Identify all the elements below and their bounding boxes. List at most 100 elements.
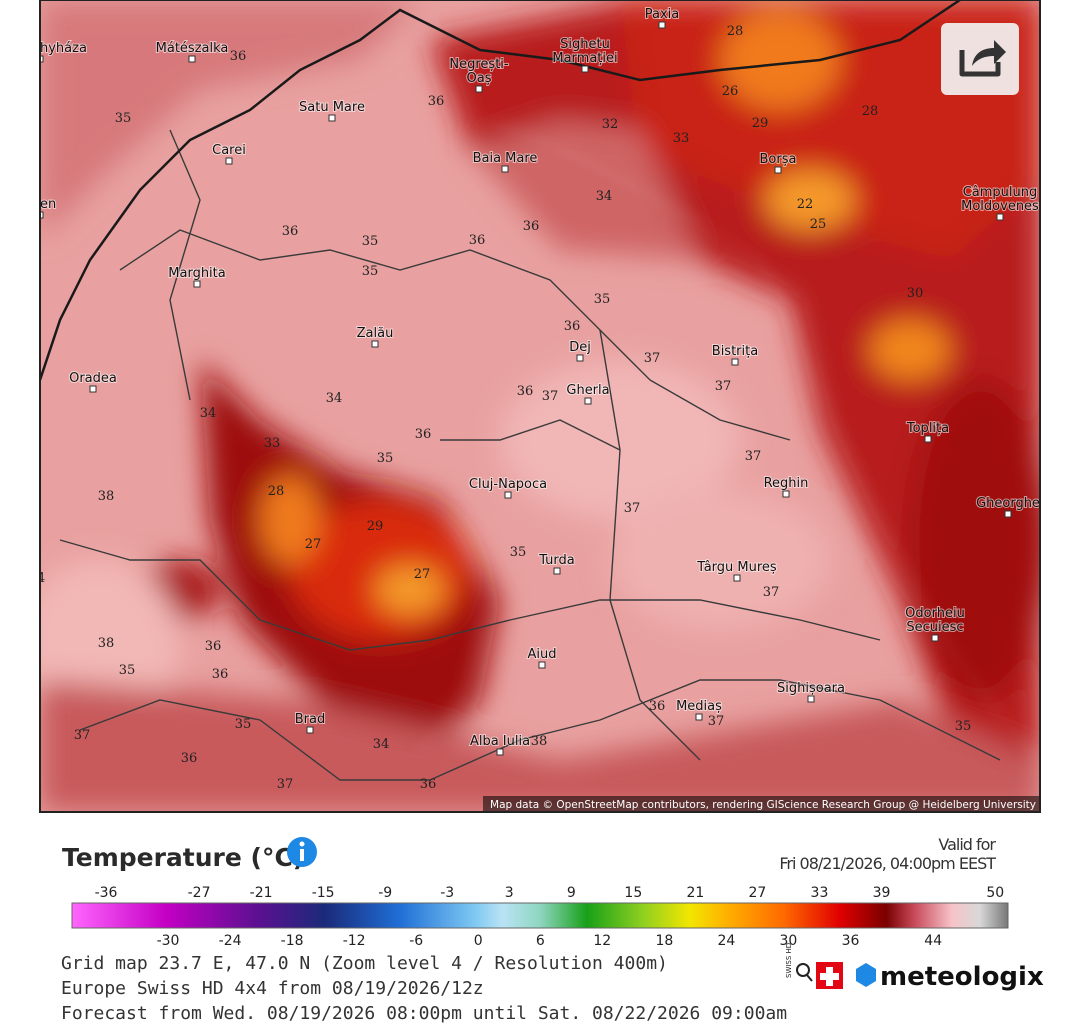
temperature-label: 33 <box>264 436 281 451</box>
temperature-label: 35 <box>235 717 252 732</box>
temperature-label: 34 <box>200 406 217 421</box>
colorbar-tick-label: 6 <box>536 933 545 949</box>
place-marker <box>504 491 512 499</box>
place-name: Carei <box>212 143 246 158</box>
place-name: Turda <box>538 553 575 568</box>
place-name: Paxia <box>645 7 680 22</box>
temperature-label: 35 <box>362 234 379 249</box>
temperature-label: 34 <box>596 189 613 204</box>
colorbar-tick-label: 9 <box>567 885 576 901</box>
place-name: Baia Mare <box>473 151 538 166</box>
colorbar-tick-label: 30 <box>780 933 798 949</box>
model-badge: SWISS HD <box>785 943 793 978</box>
place-name: Gheorghe <box>976 496 1040 511</box>
brand-name: meteologix <box>880 962 1044 992</box>
temperature-label: 36 <box>649 699 666 714</box>
place-name: Zalău <box>357 326 394 341</box>
temperature-label: 33 <box>673 131 690 146</box>
place-marker <box>807 695 815 703</box>
colorbar-tick-label: 12 <box>593 933 611 949</box>
info-button[interactable] <box>287 837 317 867</box>
share-icon-box <box>959 50 1001 77</box>
temperature-label: 34 <box>326 391 343 406</box>
valid-label: Valid for <box>938 835 996 854</box>
place-name: Câmpulung <box>963 185 1038 200</box>
temperature-label: 30 <box>907 286 924 301</box>
place-name: hyháza <box>40 41 87 56</box>
temperature-label: 36 <box>564 319 581 334</box>
colorbar-tick-label: -36 <box>95 885 118 901</box>
temperature-label: 25 <box>810 217 827 232</box>
temperature-label: 36 <box>420 777 437 792</box>
place-name: Sighetu <box>560 37 610 52</box>
colorbar-tick-label: -15 <box>312 885 335 901</box>
temperature-label: 28 <box>727 24 744 39</box>
place-name: Oradea <box>69 371 117 386</box>
place-name: Bistrița <box>712 344 758 359</box>
place-name: Sighișoara <box>777 681 845 696</box>
temperature-label: 34 <box>29 571 46 586</box>
info-bar <box>300 849 304 861</box>
temperature-label: 37 <box>74 728 91 743</box>
colorbar <box>71 902 1009 929</box>
place-marker <box>225 157 233 165</box>
place-name: Dej <box>569 340 591 355</box>
share-icon-arrow <box>972 40 1006 66</box>
temperature-label: 35 <box>119 663 136 678</box>
place-marker <box>40 55 44 63</box>
place-name: Oaș <box>467 71 492 86</box>
info-text: Grid map 23.7 E, 47.0 N (Zoom level 4 / … <box>61 953 787 1024</box>
attribution: Map data © OpenStreetMap contributors, r… <box>490 799 1036 811</box>
colorbar-tick-label: 18 <box>655 933 673 949</box>
temperature-label: 22 <box>797 197 814 212</box>
place-marker <box>475 85 483 93</box>
colorbar-tick-label: 36 <box>842 933 860 949</box>
place-marker <box>576 354 584 362</box>
brand: SWISS HD meteologix <box>785 943 1044 992</box>
temperature-label: 29 <box>752 116 769 131</box>
colorbar-tick-label: -30 <box>157 933 180 949</box>
brand-logo <box>856 963 876 987</box>
county-borders <box>59 129 1001 781</box>
temperature-label: 37 <box>715 379 732 394</box>
temperature-label: 27 <box>414 567 431 582</box>
temperature-label: 36 <box>415 427 432 442</box>
temperature-label: 32 <box>602 117 619 132</box>
temperature-label: 38 <box>98 489 115 504</box>
temperature-label: 37 <box>644 351 661 366</box>
temperature-label: 36 <box>282 224 299 239</box>
colorbar-tick-label: 33 <box>811 885 829 901</box>
colorbar-tick-label: 21 <box>686 885 704 901</box>
place-name: Reghin <box>764 476 809 491</box>
place-name: Cluj-Napoca <box>469 477 547 492</box>
temperature-label: 29 <box>367 519 384 534</box>
place-name: Satu Mare <box>299 100 365 115</box>
colorbar-tick-label: -3 <box>440 885 454 901</box>
colorbar-tick-label: -27 <box>188 885 211 901</box>
place-name: Mátészalka <box>156 41 229 56</box>
place-marker <box>40 211 44 219</box>
place-name: Secuiesc <box>906 620 963 635</box>
place-name: Târgu Mureș <box>696 560 777 575</box>
place-marker <box>658 21 666 29</box>
place-marker <box>538 661 546 669</box>
temperature-label: 37 <box>277 777 294 792</box>
temperature-label: 38 <box>98 636 115 651</box>
colorbar-tick-label: 15 <box>624 885 642 901</box>
legend-title: Temperature (°C) <box>62 843 304 872</box>
place-name: Toplița <box>906 421 949 436</box>
colorbar-tick-label: 50 <box>986 885 1004 901</box>
temperature-labels: 36 35 36 36 35 36 35 36 34 32 33 28 26 22 25 29 30 35 36 37… <box>29 24 971 792</box>
colorbar-tick-label: 24 <box>717 933 735 949</box>
swiss-cross <box>820 967 839 986</box>
place-marker <box>371 340 379 348</box>
temperature-label: 36 <box>469 233 486 248</box>
colorbar-tick-label: 3 <box>505 885 514 901</box>
temperature-label: 27 <box>305 537 322 552</box>
temperature-label: 37 <box>624 501 641 516</box>
colorbar-tick-label: -21 <box>250 885 273 901</box>
share-button[interactable] <box>941 23 1019 95</box>
